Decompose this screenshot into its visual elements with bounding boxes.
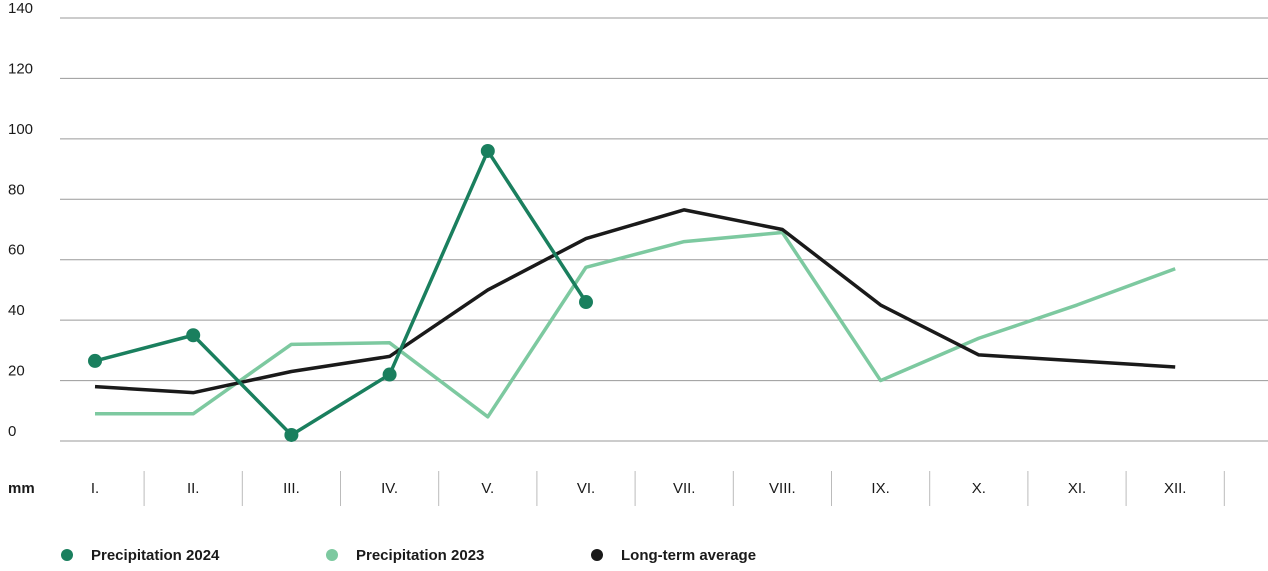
y-tick-label: 20 (8, 363, 25, 380)
x-tick-label: XII. (1164, 480, 1187, 497)
x-tick-label: VIII. (769, 480, 796, 497)
unit-label: mm (8, 480, 35, 497)
x-tick-label: V. (481, 480, 494, 497)
x-tick-label: II. (187, 480, 200, 497)
y-tick-label: 100 (8, 121, 33, 138)
y-tick-label: 60 (8, 242, 25, 259)
y-tick-label: 120 (8, 60, 33, 77)
legend-marker (591, 549, 603, 561)
point (88, 353, 102, 368)
x-tick-label: IV. (381, 480, 398, 497)
legend-label: Precipitation 2023 (356, 547, 484, 564)
y-tick-label: 0 (8, 423, 16, 440)
x-tick-label: IX. (871, 480, 889, 497)
x-tick-label: XI. (1068, 480, 1086, 497)
series-line (95, 230, 1176, 419)
series-line (94, 149, 588, 437)
x-tick-label: III. (283, 480, 300, 497)
x-tick-label: X. (972, 480, 986, 497)
x-tick-label: VI. (577, 480, 595, 497)
x-tick-label: VII. (673, 480, 696, 497)
series-line (94, 208, 1176, 395)
point (579, 295, 593, 310)
legend-marker (61, 549, 73, 561)
y-tick-label: 40 (8, 302, 25, 319)
y-tick-label: 80 (8, 181, 25, 198)
y-tick-label: 140 (8, 0, 33, 17)
point (284, 427, 299, 442)
legend-marker (326, 549, 338, 561)
point (186, 328, 201, 343)
point (480, 143, 495, 158)
point (382, 367, 397, 382)
x-tick-label: I. (91, 480, 99, 497)
legend-label: Precipitation 2024 (91, 547, 220, 564)
legend-label: Long-term average (621, 547, 756, 564)
